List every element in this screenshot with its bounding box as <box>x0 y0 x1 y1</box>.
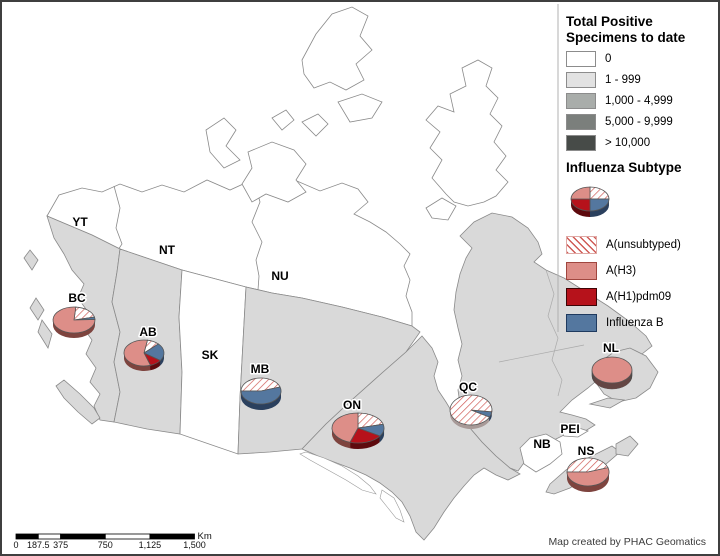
specimens-swatch-label: > 10,000 <box>605 136 651 149</box>
scalebar-tick: 0 <box>13 540 18 550</box>
subtype-swatch-label: A(unsubtyped) <box>606 238 681 251</box>
scalebar-tick: 750 <box>98 540 113 550</box>
label-nt: NT <box>159 243 176 257</box>
subtype-swatch <box>566 235 597 254</box>
scalebar-segment <box>37 533 61 540</box>
label-qc: QC <box>459 380 477 394</box>
subtype-swatch <box>566 261 597 280</box>
island-vancouver <box>55 379 101 425</box>
pie-bc <box>52 306 96 339</box>
label-bc: BC <box>68 291 86 305</box>
island-somerset <box>271 109 295 131</box>
subtype-legend-rows: A(unsubtyped) A(H3) A(H1)pdm09 Influenza B <box>566 235 718 332</box>
specimens-swatch <box>566 50 596 67</box>
pie-ab <box>123 339 165 372</box>
specimens-legend-item: 1,000 - 4,999 <box>566 92 718 109</box>
label-ns: NS <box>578 444 595 458</box>
island-anticosti <box>588 397 626 409</box>
label-ab: AB <box>139 325 157 339</box>
specimens-swatch <box>566 113 596 130</box>
specimens-legend-item: 1 - 999 <box>566 71 718 88</box>
island-prince-of-wales <box>301 113 329 137</box>
scalebar-unit: Km <box>198 531 212 542</box>
scalebar-segment <box>104 533 151 540</box>
region-sk <box>178 269 247 455</box>
specimens-swatch-label: 1 - 999 <box>605 73 641 86</box>
island-coastal-2 <box>29 297 45 321</box>
island-devon <box>337 93 383 123</box>
pies-group <box>52 186 633 493</box>
specimens-swatch-label: 5,000 - 9,999 <box>605 115 673 128</box>
subtype-legend-item: Influenza B <box>566 313 718 332</box>
label-yt: YT <box>72 215 88 229</box>
island-cape-breton <box>615 435 639 457</box>
specimens-legend-item: 0 <box>566 50 718 67</box>
island-banks <box>205 117 241 169</box>
island-baffin <box>425 59 509 207</box>
lake-superior <box>299 451 377 495</box>
specimens-legend-rows: 0 1 - 999 1,000 - 4,999 5,000 - 9,999 > 10,0… <box>566 50 718 151</box>
scalebar-tick: 1,125 <box>139 540 162 550</box>
border-labrador-straight <box>498 344 585 363</box>
subtype-legend-pie-area <box>566 176 718 228</box>
specimens-swatch <box>566 92 596 109</box>
scalebar-tick: 375 <box>53 540 68 550</box>
specimens-swatch <box>566 71 596 88</box>
map-credit: Map created by PHAC Geomatics <box>548 536 706 548</box>
scalebar-segment <box>15 533 39 540</box>
scalebar-tick: 187.5 <box>27 540 50 550</box>
subtype-legend-item: A(H1)pdm09 <box>566 287 718 306</box>
province-labels-group: YT NT NU BC AB SK MB ON QC NL PEI NB NS <box>67 214 621 460</box>
specimens-swatch-label: 1,000 - 4,999 <box>605 94 673 107</box>
label-sk: SK <box>202 348 219 362</box>
island-haida-gwaii <box>37 319 53 349</box>
specimens-legend-item: > 10,000 <box>566 134 718 151</box>
label-pei: PEI <box>560 422 579 436</box>
lake-huron <box>379 489 405 523</box>
label-nl: NL <box>603 341 619 355</box>
subtype-swatch-label: Influenza B <box>606 316 664 329</box>
specimens-legend: Total Positive Specimens to date 0 1 - 99… <box>566 14 718 151</box>
region-nb <box>519 433 563 473</box>
specimens-swatch-label: 0 <box>605 52 612 65</box>
subtype-legend-title: Influenza Subtype <box>566 160 682 175</box>
pie-on <box>331 412 385 450</box>
scalebar-tick: 1,500 <box>183 540 206 550</box>
border-nt-nu <box>251 179 263 291</box>
island-southampton <box>425 197 457 221</box>
island-victoria <box>241 141 307 203</box>
label-mb: MB <box>251 362 270 376</box>
pie-qc <box>449 394 493 430</box>
subtype-legend-item: A(unsubtyped) <box>566 235 718 254</box>
specimens-swatch <box>566 134 596 151</box>
pie-mb <box>240 377 282 410</box>
border-qc-nl <box>545 269 563 397</box>
scalebar-segment <box>60 533 106 540</box>
subtype-swatch <box>566 313 597 332</box>
subtype-legend: Influenza Subtype A(unsubtyped) A(H3) A(H1… <box>566 160 718 332</box>
subtype-swatch-label: A(H3) <box>606 264 637 277</box>
label-on: ON <box>343 398 361 412</box>
subtype-legend-example-pie <box>570 186 610 217</box>
border-yt-nt <box>113 185 123 251</box>
label-nb: NB <box>533 437 551 451</box>
island-ellesmere <box>301 6 373 91</box>
pie-nl <box>591 356 633 390</box>
subtype-swatch <box>566 287 597 306</box>
specimens-legend-item: 5,000 - 9,999 <box>566 113 718 130</box>
specimens-legend-title: Total Positive Specimens to date <box>566 14 686 45</box>
region-pei <box>561 426 589 438</box>
label-nu: NU <box>271 269 288 283</box>
pie-ns <box>566 457 610 493</box>
island-coastal-1 <box>23 249 39 271</box>
subtype-swatch-label: A(H1)pdm09 <box>606 290 672 303</box>
scalebar-segment <box>149 533 195 540</box>
subtype-legend-item: A(H3) <box>566 261 718 280</box>
